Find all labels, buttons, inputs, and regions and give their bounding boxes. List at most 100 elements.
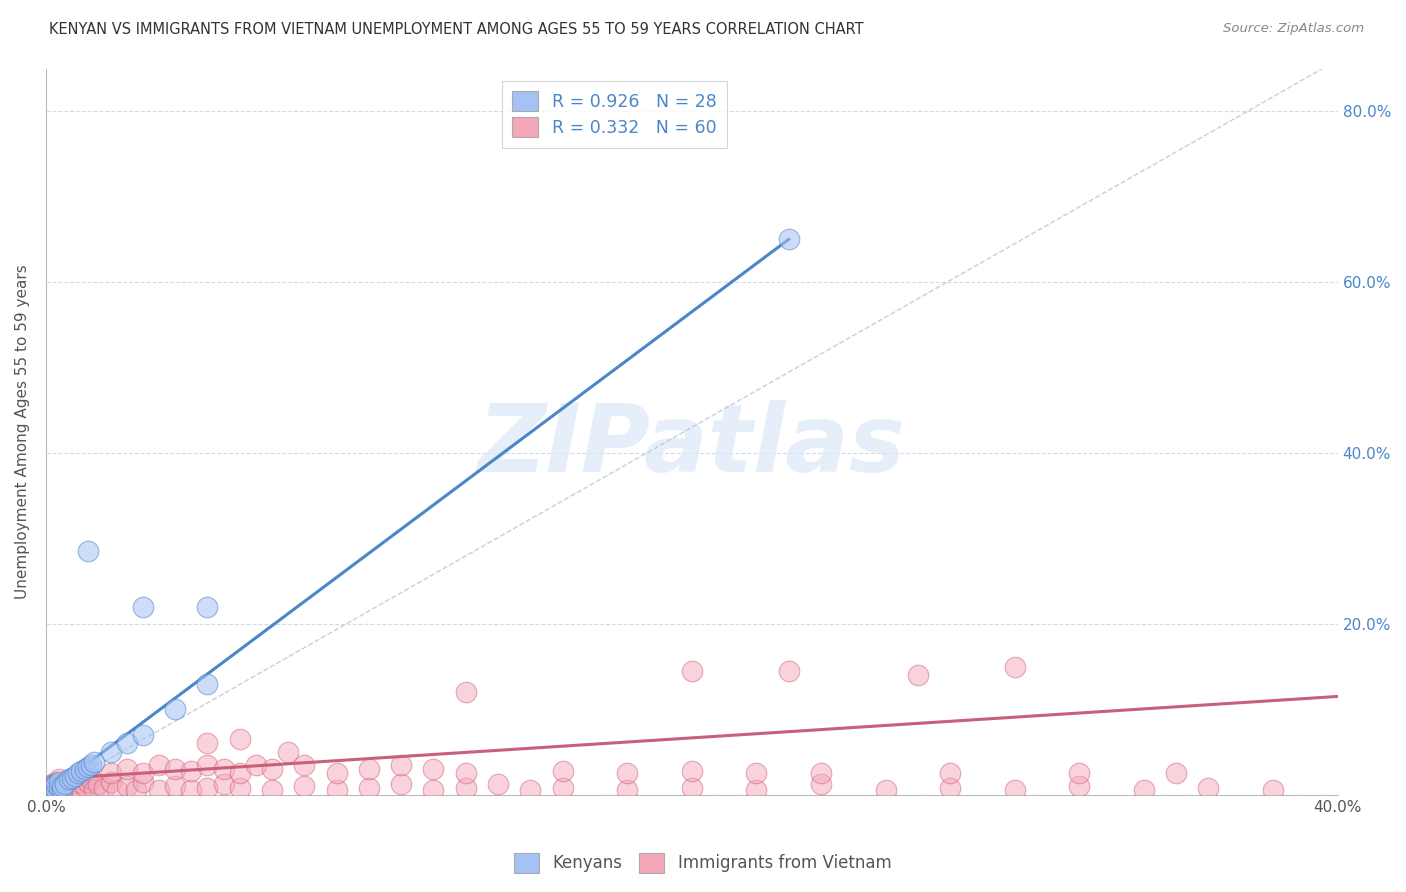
Point (51, 783, 73, 797)
Point (681, 664, 703, 678)
Point (115, 762, 138, 776)
Point (745, 766, 768, 780)
Point (38, 783, 60, 797)
Text: ZIPatlas: ZIPatlas (478, 401, 905, 492)
Point (45, 775, 67, 789)
Point (132, 775, 155, 789)
Point (45, 777, 67, 791)
Point (67, 780, 90, 795)
Point (180, 783, 202, 797)
Point (77, 775, 100, 789)
Point (325, 783, 347, 797)
Point (100, 745, 122, 759)
Point (67, 766, 90, 780)
Point (212, 777, 235, 791)
Point (41, 783, 63, 797)
Point (519, 783, 541, 797)
Point (83, 783, 105, 797)
Point (48, 780, 70, 795)
Point (389, 757, 412, 772)
Point (48, 779, 70, 793)
Point (551, 764, 574, 778)
Point (1004, 659, 1026, 673)
Point (1198, 780, 1220, 795)
Point (939, 780, 962, 795)
Point (41, 780, 63, 795)
Point (100, 775, 122, 789)
Point (454, 685, 477, 699)
Point (93, 780, 115, 795)
Point (77, 544, 100, 558)
Point (681, 780, 703, 795)
Point (63, 783, 86, 797)
Point (1261, 783, 1284, 797)
Point (41, 779, 63, 793)
Point (551, 780, 574, 795)
Point (125, 783, 148, 797)
Point (41, 777, 63, 791)
Point (165, 762, 187, 776)
Text: Source: ZipAtlas.com: Source: ZipAtlas.com (1223, 22, 1364, 36)
Point (260, 762, 283, 776)
Point (48, 775, 70, 789)
Legend: Kenyans, Immigrants from Vietnam: Kenyans, Immigrants from Vietnam (508, 847, 898, 880)
Point (616, 783, 638, 797)
Legend: R = 0.926   N = 28, R = 0.332   N = 60: R = 0.926 N = 28, R = 0.332 N = 60 (502, 81, 727, 148)
Point (70, 764, 93, 778)
Point (260, 783, 283, 797)
Point (228, 732, 250, 747)
Text: KENYAN VS IMMIGRANTS FROM VIETNAM UNEMPLOYMENT AMONG AGES 55 TO 59 YEARS CORRELA: KENYAN VS IMMIGRANTS FROM VIETNAM UNEMPL… (49, 22, 863, 37)
Point (132, 728, 155, 742)
Point (454, 766, 477, 780)
Point (1166, 766, 1188, 780)
Point (745, 783, 768, 797)
Point (100, 766, 122, 780)
Point (132, 766, 155, 780)
Point (115, 779, 138, 793)
Point (58, 783, 80, 797)
Point (277, 745, 299, 759)
Point (1133, 783, 1156, 797)
Point (1069, 766, 1091, 780)
Point (67, 775, 90, 789)
Point (73, 762, 96, 776)
Point (60, 779, 83, 793)
Point (292, 779, 315, 793)
Point (53, 775, 76, 789)
Point (132, 599, 155, 614)
Y-axis label: Unemployment Among Ages 55 to 59 years: Unemployment Among Ages 55 to 59 years (15, 264, 30, 599)
Point (325, 766, 347, 780)
Point (51, 777, 73, 791)
Point (810, 777, 832, 791)
Point (1069, 779, 1091, 793)
Point (148, 783, 170, 797)
Point (45, 783, 67, 797)
Point (38, 779, 60, 793)
Point (165, 702, 187, 716)
Point (148, 757, 170, 772)
Point (60, 771, 83, 785)
Point (778, 664, 800, 678)
Point (48, 772, 70, 787)
Point (60, 772, 83, 787)
Point (454, 780, 477, 795)
Point (197, 599, 219, 614)
Point (63, 769, 86, 783)
Point (197, 780, 219, 795)
Point (197, 676, 219, 690)
Point (486, 777, 509, 791)
Point (197, 736, 219, 750)
Point (616, 766, 638, 780)
Point (778, 232, 800, 246)
Point (875, 783, 897, 797)
Point (245, 757, 267, 772)
Point (197, 757, 219, 772)
Point (422, 783, 444, 797)
Point (357, 780, 380, 795)
Point (681, 764, 703, 778)
Point (115, 736, 138, 750)
Point (357, 762, 380, 776)
Point (83, 756, 105, 770)
Point (165, 779, 187, 793)
Point (228, 766, 250, 780)
